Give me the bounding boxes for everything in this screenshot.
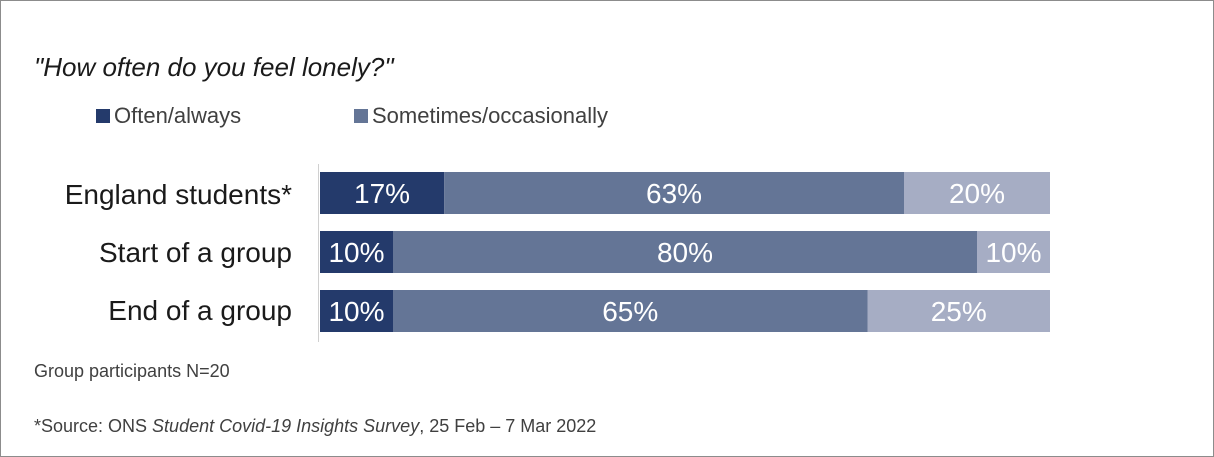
source-title: Student Covid-19 Insights Survey — [152, 416, 420, 436]
legend-item-sometimes: Sometimes/occasionally — [354, 103, 608, 129]
data-label-sometimes-0: 63% — [646, 178, 702, 209]
data-label-sometimes-2: 65% — [602, 296, 658, 327]
legend-swatch-often — [96, 109, 110, 123]
participants-note: Group participants N=20 — [34, 361, 230, 381]
category-label-end: End of a group — [108, 295, 292, 326]
data-label-rarely-0: 20% — [949, 178, 1005, 209]
data-label-rarely-2: 25% — [931, 296, 987, 327]
legend-swatch-sometimes — [354, 109, 368, 123]
source-suffix: , 25 Feb – 7 Mar 2022 — [419, 416, 597, 436]
bar-segment-rarely-1 — [977, 231, 1050, 273]
category-label-england: England students* — [64, 179, 292, 210]
chart-title: "How often do you feel lonely?" — [34, 52, 394, 82]
bar-segment-often-2 — [320, 290, 393, 332]
bar-segment-rarely-2 — [867, 290, 1050, 332]
data-label-often-1: 10% — [328, 237, 384, 268]
bar-segment-rarely-0 — [904, 172, 1050, 214]
data-label-rarely-1: 10% — [985, 237, 1041, 268]
bar-segment-sometimes-2 — [393, 290, 868, 332]
source-prefix: *Source: ONS — [34, 416, 153, 436]
legend-label-sometimes: Sometimes/occasionally — [372, 103, 608, 128]
bar-segment-sometimes-0 — [444, 172, 904, 214]
data-label-often-0: 17% — [354, 178, 410, 209]
source-note: *Source: ONS Student Covid-19 Insights S… — [34, 416, 596, 437]
category-label-start: Start of a group — [98, 237, 292, 268]
data-label-sometimes-1: 80% — [657, 237, 713, 268]
bar-segment-often-0 — [320, 172, 445, 214]
category-axis-line — [318, 164, 319, 342]
legend-item-often: Often/always — [96, 103, 241, 129]
bar-segment-often-1 — [320, 231, 393, 273]
legend-label-often: Often/always — [114, 103, 242, 128]
bar-segment-sometimes-1 — [393, 231, 977, 273]
data-label-often-2: 10% — [328, 296, 384, 327]
